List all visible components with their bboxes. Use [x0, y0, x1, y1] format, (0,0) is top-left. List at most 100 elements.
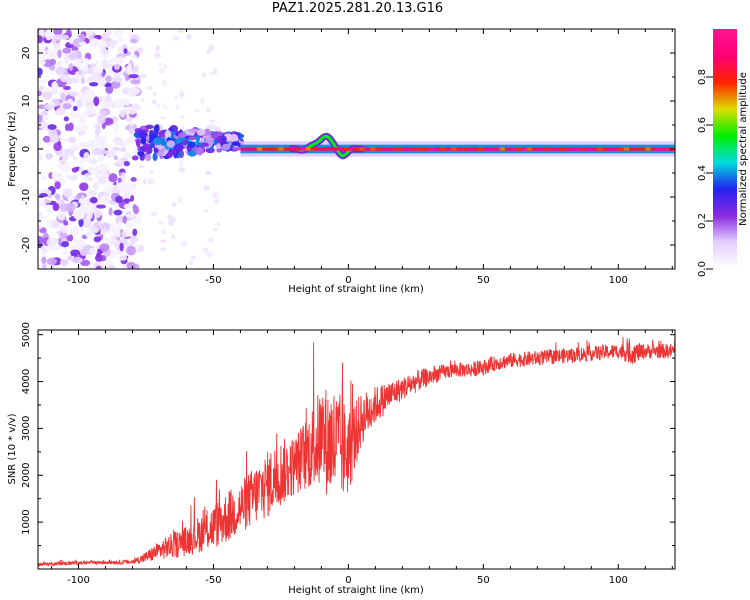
- spectrogram-noise-blob: [67, 196, 74, 202]
- spectrogram-noise-blob: [73, 105, 78, 112]
- spectrogram-noise-blob: [70, 174, 78, 181]
- carrier-core-segment: [375, 147, 382, 151]
- spectrogram-noise-blob: [120, 172, 127, 183]
- spectrogram-noise-blob: [99, 110, 108, 115]
- spectrogram-signal-blob: [229, 133, 239, 143]
- spectrogram-noise-blob: [116, 56, 125, 64]
- spectrogram-noise-blob: [159, 239, 167, 243]
- spectrogram-xtick-label: 100: [609, 275, 628, 286]
- carrier-core-segment: [521, 147, 528, 151]
- spectrogram-noise-blob: [69, 91, 79, 97]
- carrier-core-segment: [542, 147, 549, 151]
- spectrogram-noise-blob: [132, 218, 143, 224]
- spectrogram-ytick-label: 20: [21, 47, 32, 60]
- spectrogram-noise-blob: [178, 91, 185, 98]
- spectrogram-noise-blob: [117, 177, 123, 184]
- spectrogram-noise-blob: [52, 202, 60, 212]
- figure-title: PAZ1.2025.281.20.13.G16: [271, 1, 444, 16]
- spectrogram-noise-blob: [38, 67, 43, 77]
- spectrogram-signal-blob: [178, 132, 187, 138]
- spectrogram-signal-blob: [156, 151, 165, 157]
- spectrogram-signal-blob: [188, 128, 199, 133]
- spectrogram-noise-blob: [110, 101, 116, 109]
- spectrogram-signal-blob: [195, 134, 201, 143]
- spectrogram-noise-blob: [126, 107, 137, 115]
- spectrogram-noise-blob: [174, 95, 178, 100]
- snr-y-ticks: 1000 2000 3000 4000 5000: [21, 322, 675, 570]
- spectrogram-noise-blob: [203, 208, 209, 213]
- spectrogram-noise-blob: [51, 171, 59, 180]
- spectrogram-noise-blob: [110, 41, 116, 49]
- spectrogram-noise-blob: [64, 54, 70, 65]
- spectrogram-noise-blob: [123, 203, 132, 209]
- spectrogram-noise-blob: [130, 79, 141, 85]
- carrier-core-segment: [585, 147, 592, 151]
- spectrogram-noise-blob: [77, 130, 86, 136]
- carrier-core-segment: [299, 147, 306, 151]
- spectrogram-noise-blob: [63, 220, 69, 227]
- spectrogram-noise-blob: [45, 208, 56, 213]
- spectrogram-noise-blob: [102, 97, 107, 108]
- carrier-core-segment: [326, 147, 333, 151]
- snr-frame: [37, 329, 676, 570]
- spectrogram-noise-blob: [128, 74, 139, 79]
- spectrogram-noise-blob: [97, 177, 107, 185]
- carrier-core-segment: [450, 147, 457, 151]
- carrier-core-segment: [580, 147, 587, 151]
- carrier-core-segment: [623, 147, 630, 151]
- carrier-core-segment: [337, 147, 344, 151]
- snr-xtick-label: 50: [477, 575, 490, 586]
- carrier-core-segment: [316, 147, 323, 151]
- carrier-core-segment: [558, 147, 565, 151]
- spectrogram-noise-blob: [105, 75, 112, 83]
- carrier-core-segment: [504, 147, 511, 151]
- snr-xtick-label: -100: [67, 575, 90, 586]
- spectrogram-noise-blob: [126, 245, 136, 256]
- carrier-core-segment: [391, 147, 398, 151]
- spectrogram-noise-blob: [126, 222, 134, 230]
- spectrogram-noise-blob: [87, 189, 98, 197]
- spectrogram-signal-blob: [164, 129, 172, 139]
- spectrogram-noise-blob: [117, 46, 123, 54]
- spectrogram-noise-blob: [79, 142, 88, 148]
- spectrogram-noise-blob: [97, 149, 109, 155]
- spectrogram-noise-blob: [117, 221, 123, 230]
- spectrogram-noise-blob: [51, 246, 61, 251]
- spectrogram-noise-blob: [59, 259, 69, 266]
- spectrogram-noise-blob: [130, 177, 137, 182]
- spectrogram-noise-blob: [194, 108, 200, 113]
- spectrogram-signal-blob: [167, 151, 173, 158]
- spectrogram-noise-blob: [139, 244, 144, 252]
- spectrogram-noise-blob: [75, 99, 84, 109]
- spectrogram-noise-blob: [75, 124, 84, 132]
- spectrogram-xtick-label: 0: [345, 275, 351, 286]
- carrier-core-segment: [353, 147, 360, 151]
- spectrogram-noise-blob: [147, 178, 155, 185]
- spectrogram-noise-blob: [121, 194, 130, 199]
- spectrogram-noise-blob: [113, 209, 123, 216]
- spectrogram-noise-blob: [60, 225, 69, 234]
- spectrogram-noise-blob: [67, 122, 74, 132]
- spectrogram-noise-blob: [99, 243, 110, 252]
- spectrogram-noise-blob: [119, 242, 124, 252]
- carrier-core-segment: [634, 147, 641, 151]
- carrier-core-segment: [656, 147, 663, 151]
- carrier-core-segment: [472, 147, 479, 151]
- spectrogram-noise-blob: [160, 247, 167, 252]
- spectrogram-noise-blob: [41, 249, 47, 257]
- spectrogram-noise-blob: [63, 148, 75, 155]
- spectrogram-noise-blob: [38, 141, 42, 147]
- colorbar-ticks: 0.0 0.2 0.4 0.6 0.8: [697, 69, 713, 277]
- spectrogram-noise-blob: [67, 234, 74, 242]
- spectrogram-noise-blob: [62, 187, 73, 198]
- spectrogram-signal-blob: [221, 143, 231, 151]
- snr-ytick-label: 5000: [21, 322, 32, 347]
- carrier-core-segment: [510, 147, 517, 151]
- spectrogram-noise-blob: [38, 261, 42, 268]
- spectrogram-noise-blob: [94, 254, 104, 262]
- spectrogram-noise-blob: [38, 199, 46, 207]
- spectrogram-noise-blob: [38, 90, 42, 97]
- spectrogram-signal-blob: [187, 141, 196, 149]
- spectrogram-signal-blob: [174, 138, 184, 143]
- spectrogram-noise-blob: [150, 211, 157, 217]
